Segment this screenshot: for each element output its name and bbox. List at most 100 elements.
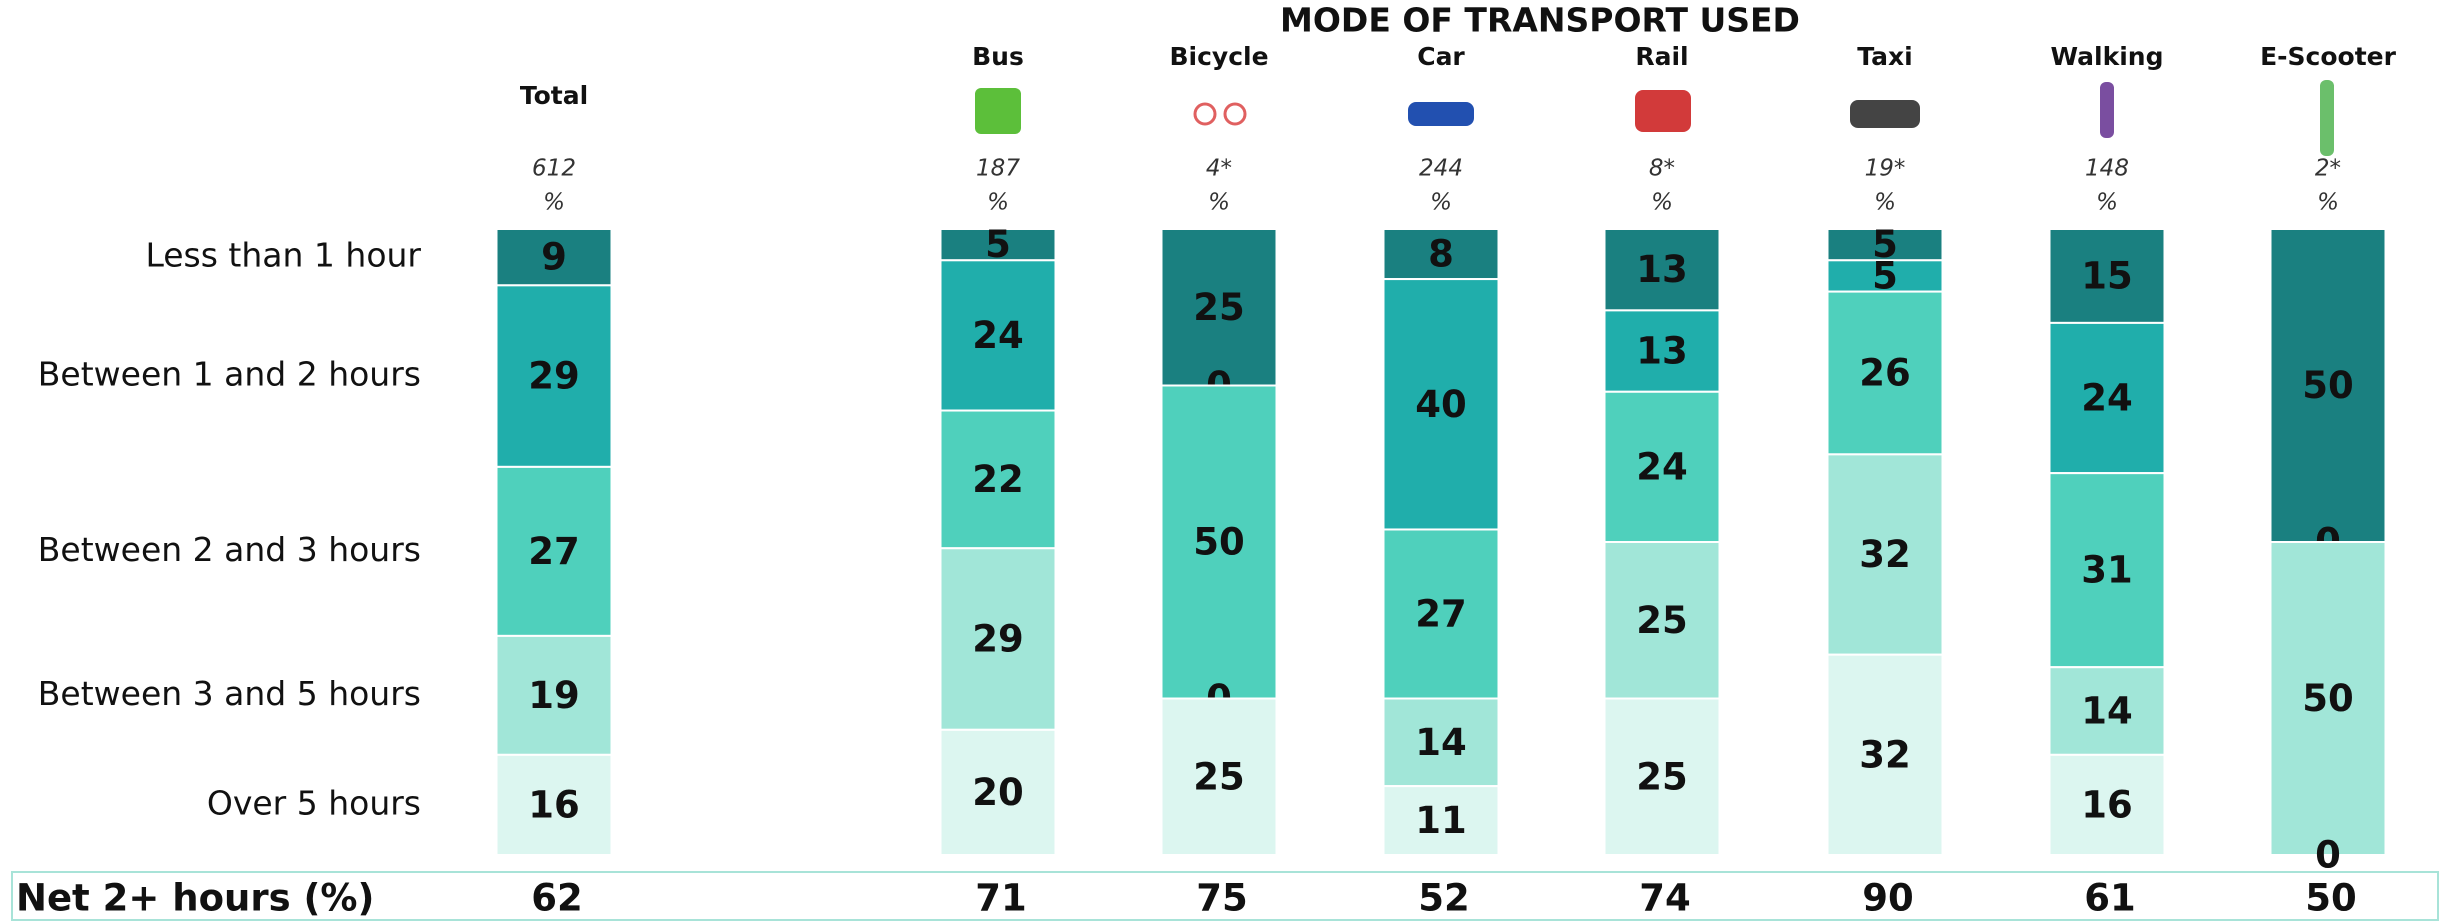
unit-label: % [1430,190,1452,216]
bar-segment [2048,472,2166,669]
net-value: 61 [2084,877,2136,920]
segment-label: 32 [1859,533,1911,576]
segment-label: 8 [1428,233,1454,276]
bar-segment [1826,653,1944,856]
category-label: Bus [972,42,1024,71]
segment-label: 22 [972,458,1024,501]
unit-label: % [1651,190,1673,216]
bar-segment [2269,228,2387,543]
unit-label: % [1208,190,1230,216]
bar-segment [495,753,613,857]
segment-label: 29 [972,618,1024,661]
category-label: Car [1417,42,1465,71]
row-label: Over 5 hours [207,783,421,822]
category-label: Total [520,81,588,110]
segment-label: 25 [1193,755,1245,798]
segment-label: 29 [528,355,580,398]
segment-label: 50 [1193,521,1245,564]
bar-segment [2269,541,2387,856]
segment-label: 13 [1636,330,1688,373]
bus-icon [975,88,1021,134]
base-size: 612 [532,156,576,182]
bar-segment [2048,666,2166,756]
bar-segment [495,228,613,287]
bar-segment [939,409,1057,550]
unit-label: % [2317,190,2339,216]
segment-label: 15 [2081,254,2133,297]
base-size: 148 [2085,156,2129,182]
bar-segment [1603,541,1721,700]
bar-segment [1603,390,1721,544]
bar-segment [1160,384,1278,700]
bar-segment [1826,453,1944,656]
segment-label: 50 [2302,364,2354,407]
segment-label: 9 [541,236,567,279]
segment-label: 19 [528,674,580,717]
segment-label: 26 [1859,351,1911,394]
bar-segment [2048,753,2166,857]
bar-segment [1603,228,1721,312]
segment-label: 14 [1415,721,1467,764]
bar-segment [1382,278,1500,531]
base-size: 19* [1865,156,1906,182]
segment-label: 14 [2081,690,2133,733]
segment-label: 24 [2081,377,2133,420]
icons [975,80,2334,156]
bar-segment [1382,228,1500,281]
base-size: 244 [1419,156,1463,182]
bar-segment [1603,309,1721,393]
segment-label: 40 [1415,383,1467,426]
category-label: Rail [1635,42,1688,71]
bar-segment [1826,290,1944,456]
segment-label: 0 [2315,834,2341,877]
bar-segment [2048,321,2166,475]
row-label: Between 3 and 5 hours [38,674,421,713]
taxi-icon [1850,100,1920,128]
bicycle-icon [1223,102,1247,126]
segment-label: 25 [1636,599,1688,642]
net-value: 50 [2305,877,2357,920]
category-label: Walking [2050,42,2163,71]
scooter-icon [2320,80,2334,156]
segment-label: 13 [1636,248,1688,291]
segment-label: 24 [1636,445,1688,488]
unit-label: % [1874,190,1896,216]
net-value: 74 [1639,877,1691,920]
segment-label: 31 [2081,549,2133,592]
segment-label: 20 [972,771,1024,814]
row-label: Less than 1 hour [145,236,421,275]
net-value: 75 [1196,877,1248,920]
chart-title: MODE OF TRANSPORT USED [1280,1,1800,40]
car-icon [1408,102,1474,126]
segment-label: 50 [2302,677,2354,720]
bar-segment [1382,697,1500,788]
bar-segment [495,284,613,468]
category-label: E-Scooter [2260,42,2397,71]
segment-label: 27 [1415,592,1467,635]
net-value: 90 [1862,877,1914,920]
net-label: Net 2+ hours (%) [16,877,374,920]
net-row-box [11,871,2439,921]
unit-label: % [987,190,1009,216]
base-size: 8* [1649,156,1675,182]
rail-icon [1635,90,1691,132]
bicycle-icon [1193,102,1217,126]
bar-segment [1382,528,1500,700]
bar-segment [1826,228,1944,262]
base-size: 187 [976,156,1020,182]
bar-segment [939,547,1057,731]
bar-segment [1160,697,1278,856]
segment-label: 32 [1859,733,1911,776]
bar-segment [939,728,1057,856]
bar-segment [495,465,613,637]
bar-segment [939,228,1057,262]
bar-segment [495,634,613,756]
unit-label: % [2096,190,2118,216]
category-label: Taxi [1857,42,1912,71]
unit-label: % [543,190,565,216]
bar-segment [1382,785,1500,857]
bar-segment [1826,259,1944,293]
net-value: 52 [1418,877,1470,920]
base-size: 4* [1206,156,1232,182]
